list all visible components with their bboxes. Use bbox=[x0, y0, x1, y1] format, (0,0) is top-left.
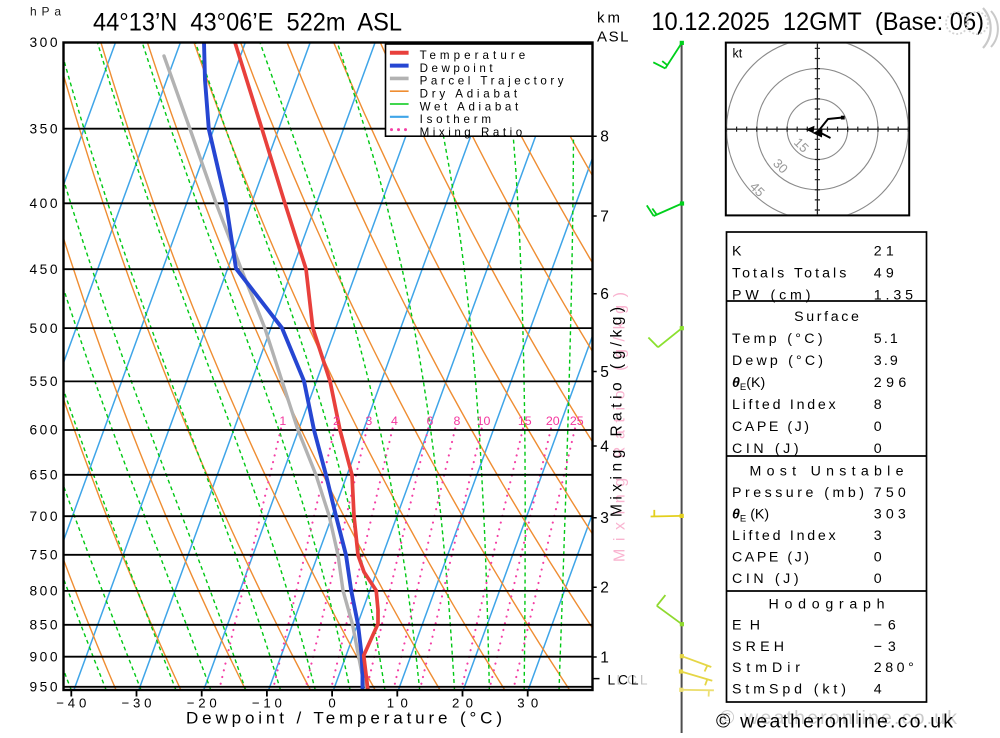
svg-text:1: 1 bbox=[279, 414, 286, 428]
svg-text:StmSpd (kt): StmSpd (kt) bbox=[732, 682, 846, 698]
svg-text:650: 650 bbox=[30, 468, 58, 483]
svg-text:kt: kt bbox=[733, 47, 743, 61]
svg-text:3: 3 bbox=[365, 414, 372, 428]
svg-text:Dewpoint / Temperature (°C): Dewpoint / Temperature (°C) bbox=[186, 709, 502, 728]
svg-text:Dewpoint: Dewpoint bbox=[420, 62, 494, 75]
svg-text:3: 3 bbox=[600, 510, 609, 527]
svg-text:750: 750 bbox=[30, 548, 58, 563]
svg-text:44°13’N 43°06’E 522m ASL: 44°13’N 43°06’E 522m ASL bbox=[93, 9, 402, 37]
svg-text:700: 700 bbox=[30, 509, 58, 524]
svg-text:4: 4 bbox=[874, 682, 882, 698]
svg-text:2: 2 bbox=[333, 414, 340, 428]
svg-text:4: 4 bbox=[600, 438, 609, 455]
svg-text:750: 750 bbox=[874, 485, 906, 501]
svg-text:θE (K): θE (K) bbox=[732, 507, 769, 525]
svg-text:400: 400 bbox=[30, 196, 58, 211]
svg-text:hPa: hPa bbox=[30, 5, 61, 19]
svg-text:10: 10 bbox=[477, 414, 491, 428]
svg-text:600: 600 bbox=[30, 423, 58, 438]
svg-text:8: 8 bbox=[874, 397, 882, 413]
svg-text:1: 1 bbox=[600, 649, 609, 666]
svg-text:LCL: LCL bbox=[608, 673, 639, 688]
svg-text:−20: −20 bbox=[187, 695, 217, 710]
svg-text:5.1: 5.1 bbox=[874, 331, 898, 347]
svg-text:Parcel Trajectory: Parcel Trajectory bbox=[420, 75, 564, 88]
svg-text:θE(K): θE(K) bbox=[732, 375, 765, 393]
svg-text:4: 4 bbox=[391, 414, 398, 428]
svg-text:500: 500 bbox=[30, 321, 58, 336]
svg-text:7: 7 bbox=[600, 208, 609, 225]
svg-text:−40: −40 bbox=[56, 695, 86, 710]
svg-text:20: 20 bbox=[546, 414, 560, 428]
svg-text:800: 800 bbox=[30, 584, 58, 599]
svg-text:Wet Adiabat: Wet Adiabat bbox=[420, 100, 519, 113]
svg-text:6: 6 bbox=[427, 414, 434, 428]
svg-text:Totals Totals: Totals Totals bbox=[732, 266, 846, 282]
svg-text:Hodograph: Hodograph bbox=[769, 596, 885, 612]
svg-text:CAPE (J): CAPE (J) bbox=[732, 419, 809, 435]
svg-text:25: 25 bbox=[570, 414, 584, 428]
svg-text:300: 300 bbox=[30, 35, 58, 50]
svg-text:3.9: 3.9 bbox=[874, 353, 898, 369]
svg-text:Lifted Index: Lifted Index bbox=[732, 397, 836, 413]
svg-text:1.35: 1.35 bbox=[874, 287, 913, 303]
svg-text:8: 8 bbox=[600, 129, 609, 146]
svg-text:15: 15 bbox=[518, 414, 532, 428]
svg-text:0: 0 bbox=[874, 419, 882, 435]
svg-text:Surface: Surface bbox=[794, 309, 859, 325]
svg-text:0: 0 bbox=[874, 550, 882, 566]
svg-text:6: 6 bbox=[600, 286, 609, 303]
svg-text:450: 450 bbox=[30, 262, 58, 277]
svg-text:303: 303 bbox=[874, 507, 906, 523]
svg-text:PW (cm): PW (cm) bbox=[732, 287, 811, 303]
svg-text:0: 0 bbox=[874, 571, 882, 587]
svg-text:850: 850 bbox=[30, 618, 58, 633]
svg-text:900: 900 bbox=[30, 649, 58, 664]
svg-text:0: 0 bbox=[328, 695, 335, 710]
svg-text:Most Unstable: Most Unstable bbox=[750, 464, 904, 480]
svg-text:© weatheronline.co.uk: © weatheronline.co.uk bbox=[716, 711, 953, 733]
svg-text:3: 3 bbox=[874, 528, 882, 544]
svg-text:Dewp (°C): Dewp (°C) bbox=[732, 353, 823, 369]
svg-text:2: 2 bbox=[600, 580, 609, 597]
svg-text:550: 550 bbox=[30, 374, 58, 389]
svg-text:Lifted Index: Lifted Index bbox=[732, 528, 836, 544]
svg-text:Isotherm: Isotherm bbox=[420, 113, 491, 126]
svg-text:5: 5 bbox=[600, 364, 609, 381]
svg-text:ASL: ASL bbox=[597, 29, 629, 46]
svg-text:CAPE (J): CAPE (J) bbox=[732, 550, 809, 566]
svg-text:0: 0 bbox=[874, 441, 882, 457]
svg-text:350: 350 bbox=[30, 121, 58, 136]
svg-text:10.12.2025 12GMT (Base: 06): 10.12.2025 12GMT (Base: 06) bbox=[651, 8, 984, 36]
svg-text:K: K bbox=[732, 244, 742, 260]
svg-text:km: km bbox=[597, 10, 620, 27]
svg-text:−10: −10 bbox=[252, 695, 282, 710]
svg-text:950: 950 bbox=[30, 680, 58, 695]
svg-text:© weatheronline.co.uk: © weatheronline.co.uk bbox=[720, 707, 957, 729]
svg-text:Dry Adiabat: Dry Adiabat bbox=[420, 88, 518, 101]
svg-text:−30: −30 bbox=[122, 695, 152, 710]
svg-text:8: 8 bbox=[454, 414, 461, 428]
svg-text:296: 296 bbox=[874, 375, 907, 391]
